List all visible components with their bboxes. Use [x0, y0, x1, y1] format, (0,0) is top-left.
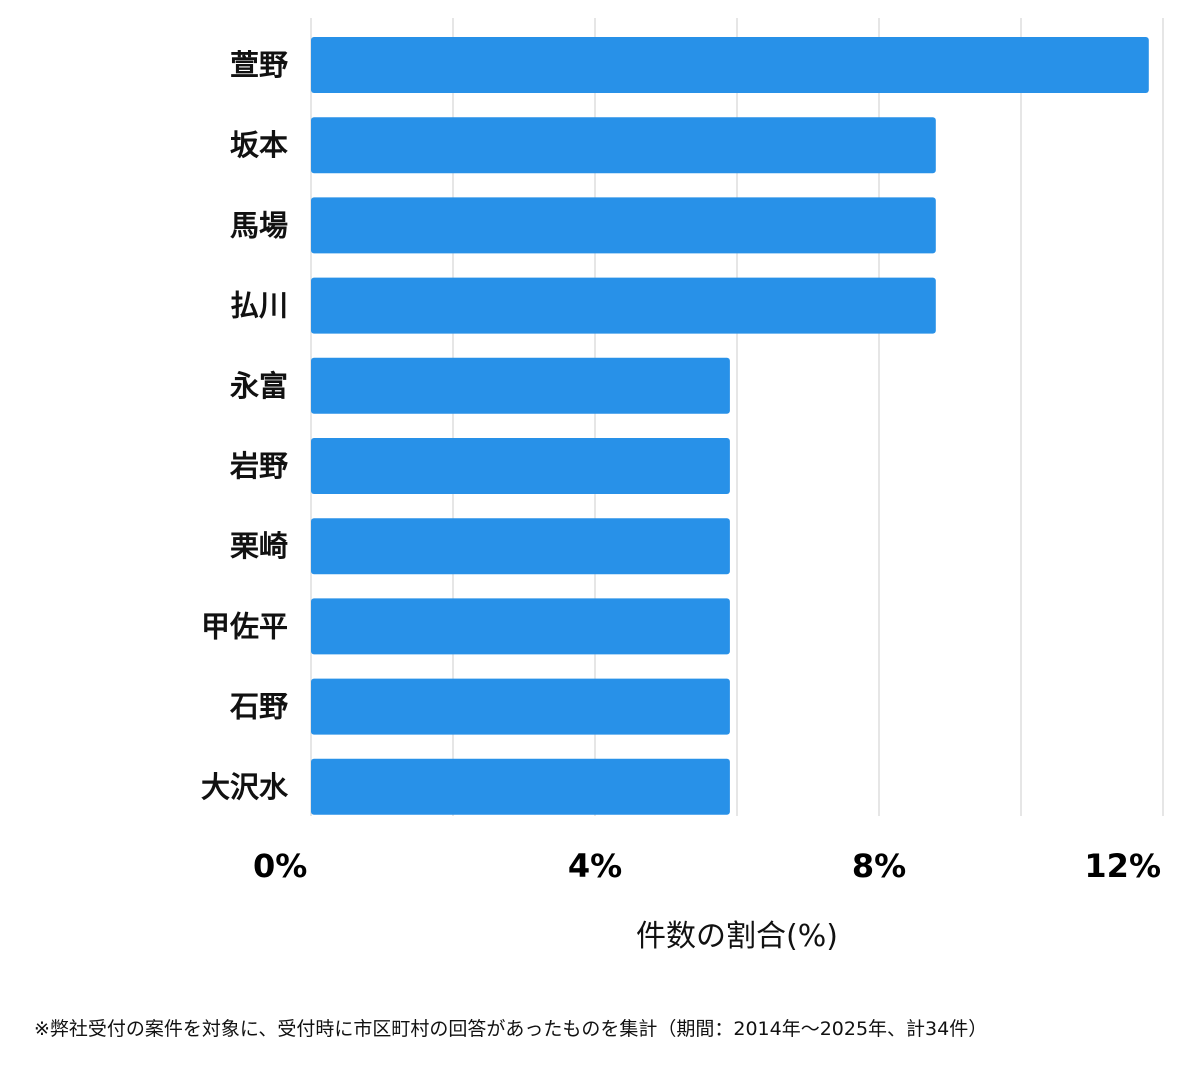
bar — [311, 277, 936, 334]
bar — [311, 117, 936, 174]
category-label: 岩野 — [229, 449, 288, 483]
bars — [311, 37, 1149, 815]
category-label: 払川 — [230, 289, 288, 323]
category-label: 大沢水 — [201, 770, 289, 804]
category-label: 石野 — [229, 690, 288, 724]
x-axis-title: 件数の割合(%) — [636, 919, 838, 954]
x-tick-labels: 0% 4% 8% 12% — [253, 847, 1161, 885]
bar — [311, 598, 730, 655]
bar — [311, 438, 730, 494]
bar — [311, 758, 730, 815]
bar — [311, 678, 730, 735]
category-label: 萱野 — [230, 48, 288, 82]
category-label: 甲佐平 — [201, 609, 288, 643]
x-tick-label: 12% — [1084, 847, 1161, 885]
x-tick-label: 8% — [852, 847, 906, 885]
category-label: 栗崎 — [230, 529, 288, 563]
bar — [311, 518, 730, 575]
x-tick-label: 4% — [568, 847, 622, 885]
footnote: ※弊社受付の案件を対象に、受付時に市区町村の回答があったものを集計（期間：201… — [34, 1018, 988, 1040]
category-label: 坂本 — [230, 128, 288, 162]
category-label: 永富 — [230, 369, 288, 403]
bar — [311, 197, 936, 254]
category-label: 馬場 — [230, 208, 288, 242]
bar — [311, 357, 730, 414]
x-tick-label: 0% — [253, 847, 307, 885]
bar — [311, 37, 1149, 93]
